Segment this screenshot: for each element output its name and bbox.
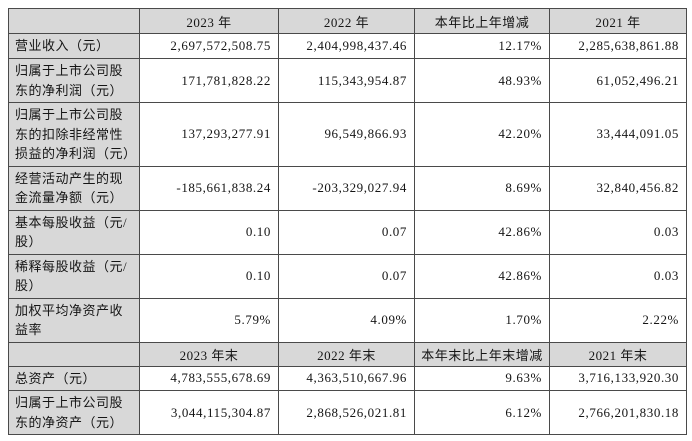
value-2023: 4,783,555,678.69 [139,365,279,391]
value-2022: 4,363,510,667.96 [278,365,415,391]
value-2022: 0.07 [278,253,415,299]
table-row-diluted-eps: 稀释每股收益（元/股） 0.10 0.07 42.86% 0.03 [8,253,687,299]
value-2022: 115,343,954.87 [278,58,415,103]
row-label: 归属于上市公司股东的净利润（元） [8,58,140,103]
value-yoy-change: 8.69% [414,165,550,211]
value-2022: 2,868,526,021.81 [278,390,415,435]
row-label: 基本每股收益（元/股） [8,209,140,255]
col-header-2023: 2023 年 [139,8,279,34]
value-2022: -203,329,027.94 [278,165,415,211]
value-2023: 0.10 [139,253,279,299]
value-2022: 0.07 [278,209,415,255]
table-row-net-assets: 归属于上市公司股东的净资产（元） 3,044,115,304.87 2,868,… [8,390,687,435]
header-row-annual: 2023 年 2022 年 本年比上年增减 2021 年 [8,8,687,34]
table-row-basic-eps: 基本每股收益（元/股） 0.10 0.07 42.86% 0.03 [8,209,687,255]
value-2021: 3,716,133,920.30 [549,365,687,391]
value-yoy-change: 42.86% [414,253,550,299]
value-2022: 96,549,866.93 [278,102,415,167]
col-header-2021: 2021 年 [549,8,687,34]
table-row-total-assets: 总资产（元） 4,783,555,678.69 4,363,510,667.96… [8,365,687,391]
row-label: 加权平均净资产收益率 [8,297,140,343]
row-label: 归属于上市公司股东的净资产（元） [8,390,140,435]
value-2022: 2,404,998,437.46 [278,33,415,59]
table-row-operating-cash-flow: 经营活动产生的现金流量净额（元） -185,661,838.24 -203,32… [8,165,687,211]
value-2023: 5.79% [139,297,279,343]
col-header-year-end-change: 本年末比上年末增减 [414,341,550,367]
value-2021: 32,840,456.82 [549,165,687,211]
table-row-net-profit: 归属于上市公司股东的净利润（元） 171,781,828.22 115,343,… [8,58,687,103]
table-row-weighted-avg-roe: 加权平均净资产收益率 5.79% 4.09% 1.70% 2.22% [8,297,687,343]
value-2023: 137,293,277.91 [139,102,279,167]
value-2023: 0.10 [139,209,279,255]
value-2021: 0.03 [549,209,687,255]
value-yoy-change: 42.86% [414,209,550,255]
row-label: 归属于上市公司股东的扣除非经常性损益的净利润（元） [8,102,140,167]
value-2021: 0.03 [549,253,687,299]
value-2023: -185,661,838.24 [139,165,279,211]
row-label: 总资产（元） [8,365,140,391]
col-header-2022: 2022 年 [278,8,415,34]
value-yoy-change: 12.17% [414,33,550,59]
header-row-year-end: 2023 年末 2022 年末 本年末比上年末增减 2021 年末 [8,341,687,367]
value-2022: 4.09% [278,297,415,343]
value-yoy-change: 48.93% [414,58,550,103]
col-header-2023-year-end: 2023 年末 [139,341,279,367]
value-2021: 2,766,201,830.18 [549,390,687,435]
col-header-2021-year-end: 2021 年末 [549,341,687,367]
value-yoy-change: 42.20% [414,102,550,167]
value-2021: 2,285,638,861.88 [549,33,687,59]
financial-summary-table: 2023 年 2022 年 本年比上年增减 2021 年 营业收入（元） 2,6… [8,8,687,435]
table-row-revenue: 营业收入（元） 2,697,572,508.75 2,404,998,437.4… [8,33,687,59]
row-label: 稀释每股收益（元/股） [8,253,140,299]
value-2023: 3,044,115,304.87 [139,390,279,435]
col-header-2022-year-end: 2022 年末 [278,341,415,367]
row-label: 经营活动产生的现金流量净额（元） [8,165,140,211]
row-label: 营业收入（元） [8,33,140,59]
value-yoy-change: 1.70% [414,297,550,343]
corner-cell [8,341,140,367]
corner-cell [8,8,140,34]
value-yoy-change: 6.12% [414,390,550,435]
col-header-yoy-change: 本年比上年增减 [414,8,550,34]
table-row-net-profit-excl-nonrecurring: 归属于上市公司股东的扣除非经常性损益的净利润（元） 137,293,277.91… [8,102,687,167]
value-2021: 33,444,091.05 [549,102,687,167]
value-2021: 61,052,496.21 [549,58,687,103]
value-yoy-change: 9.63% [414,365,550,391]
value-2021: 2.22% [549,297,687,343]
value-2023: 2,697,572,508.75 [139,33,279,59]
value-2023: 171,781,828.22 [139,58,279,103]
